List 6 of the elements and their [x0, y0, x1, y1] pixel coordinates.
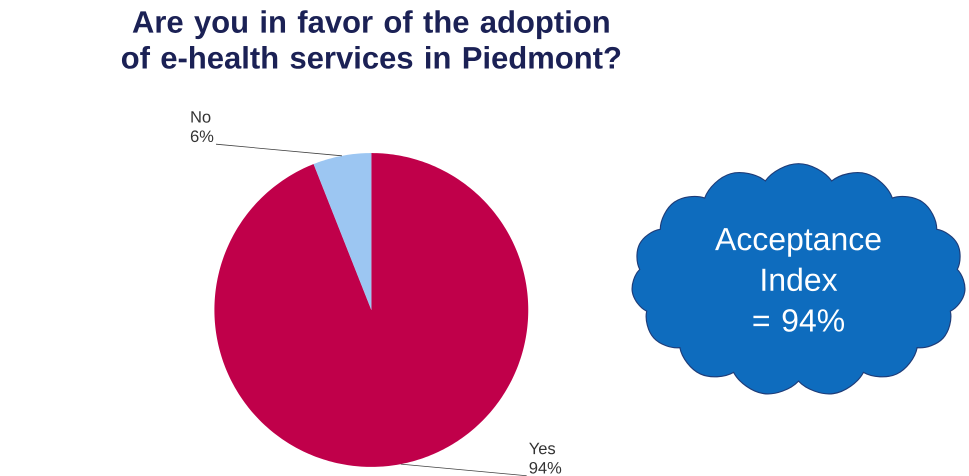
chart-title: Are you in favor of the adoption of e-health services in Piedmont? — [122, 10, 620, 69]
slice-label: No — [191, 111, 210, 123]
slice-label: Yes — [529, 442, 556, 454]
text: Acceptance Index = 94% — [715, 228, 881, 332]
data-label: 94% — [530, 462, 562, 474]
data-label: 6% — [190, 130, 214, 142]
